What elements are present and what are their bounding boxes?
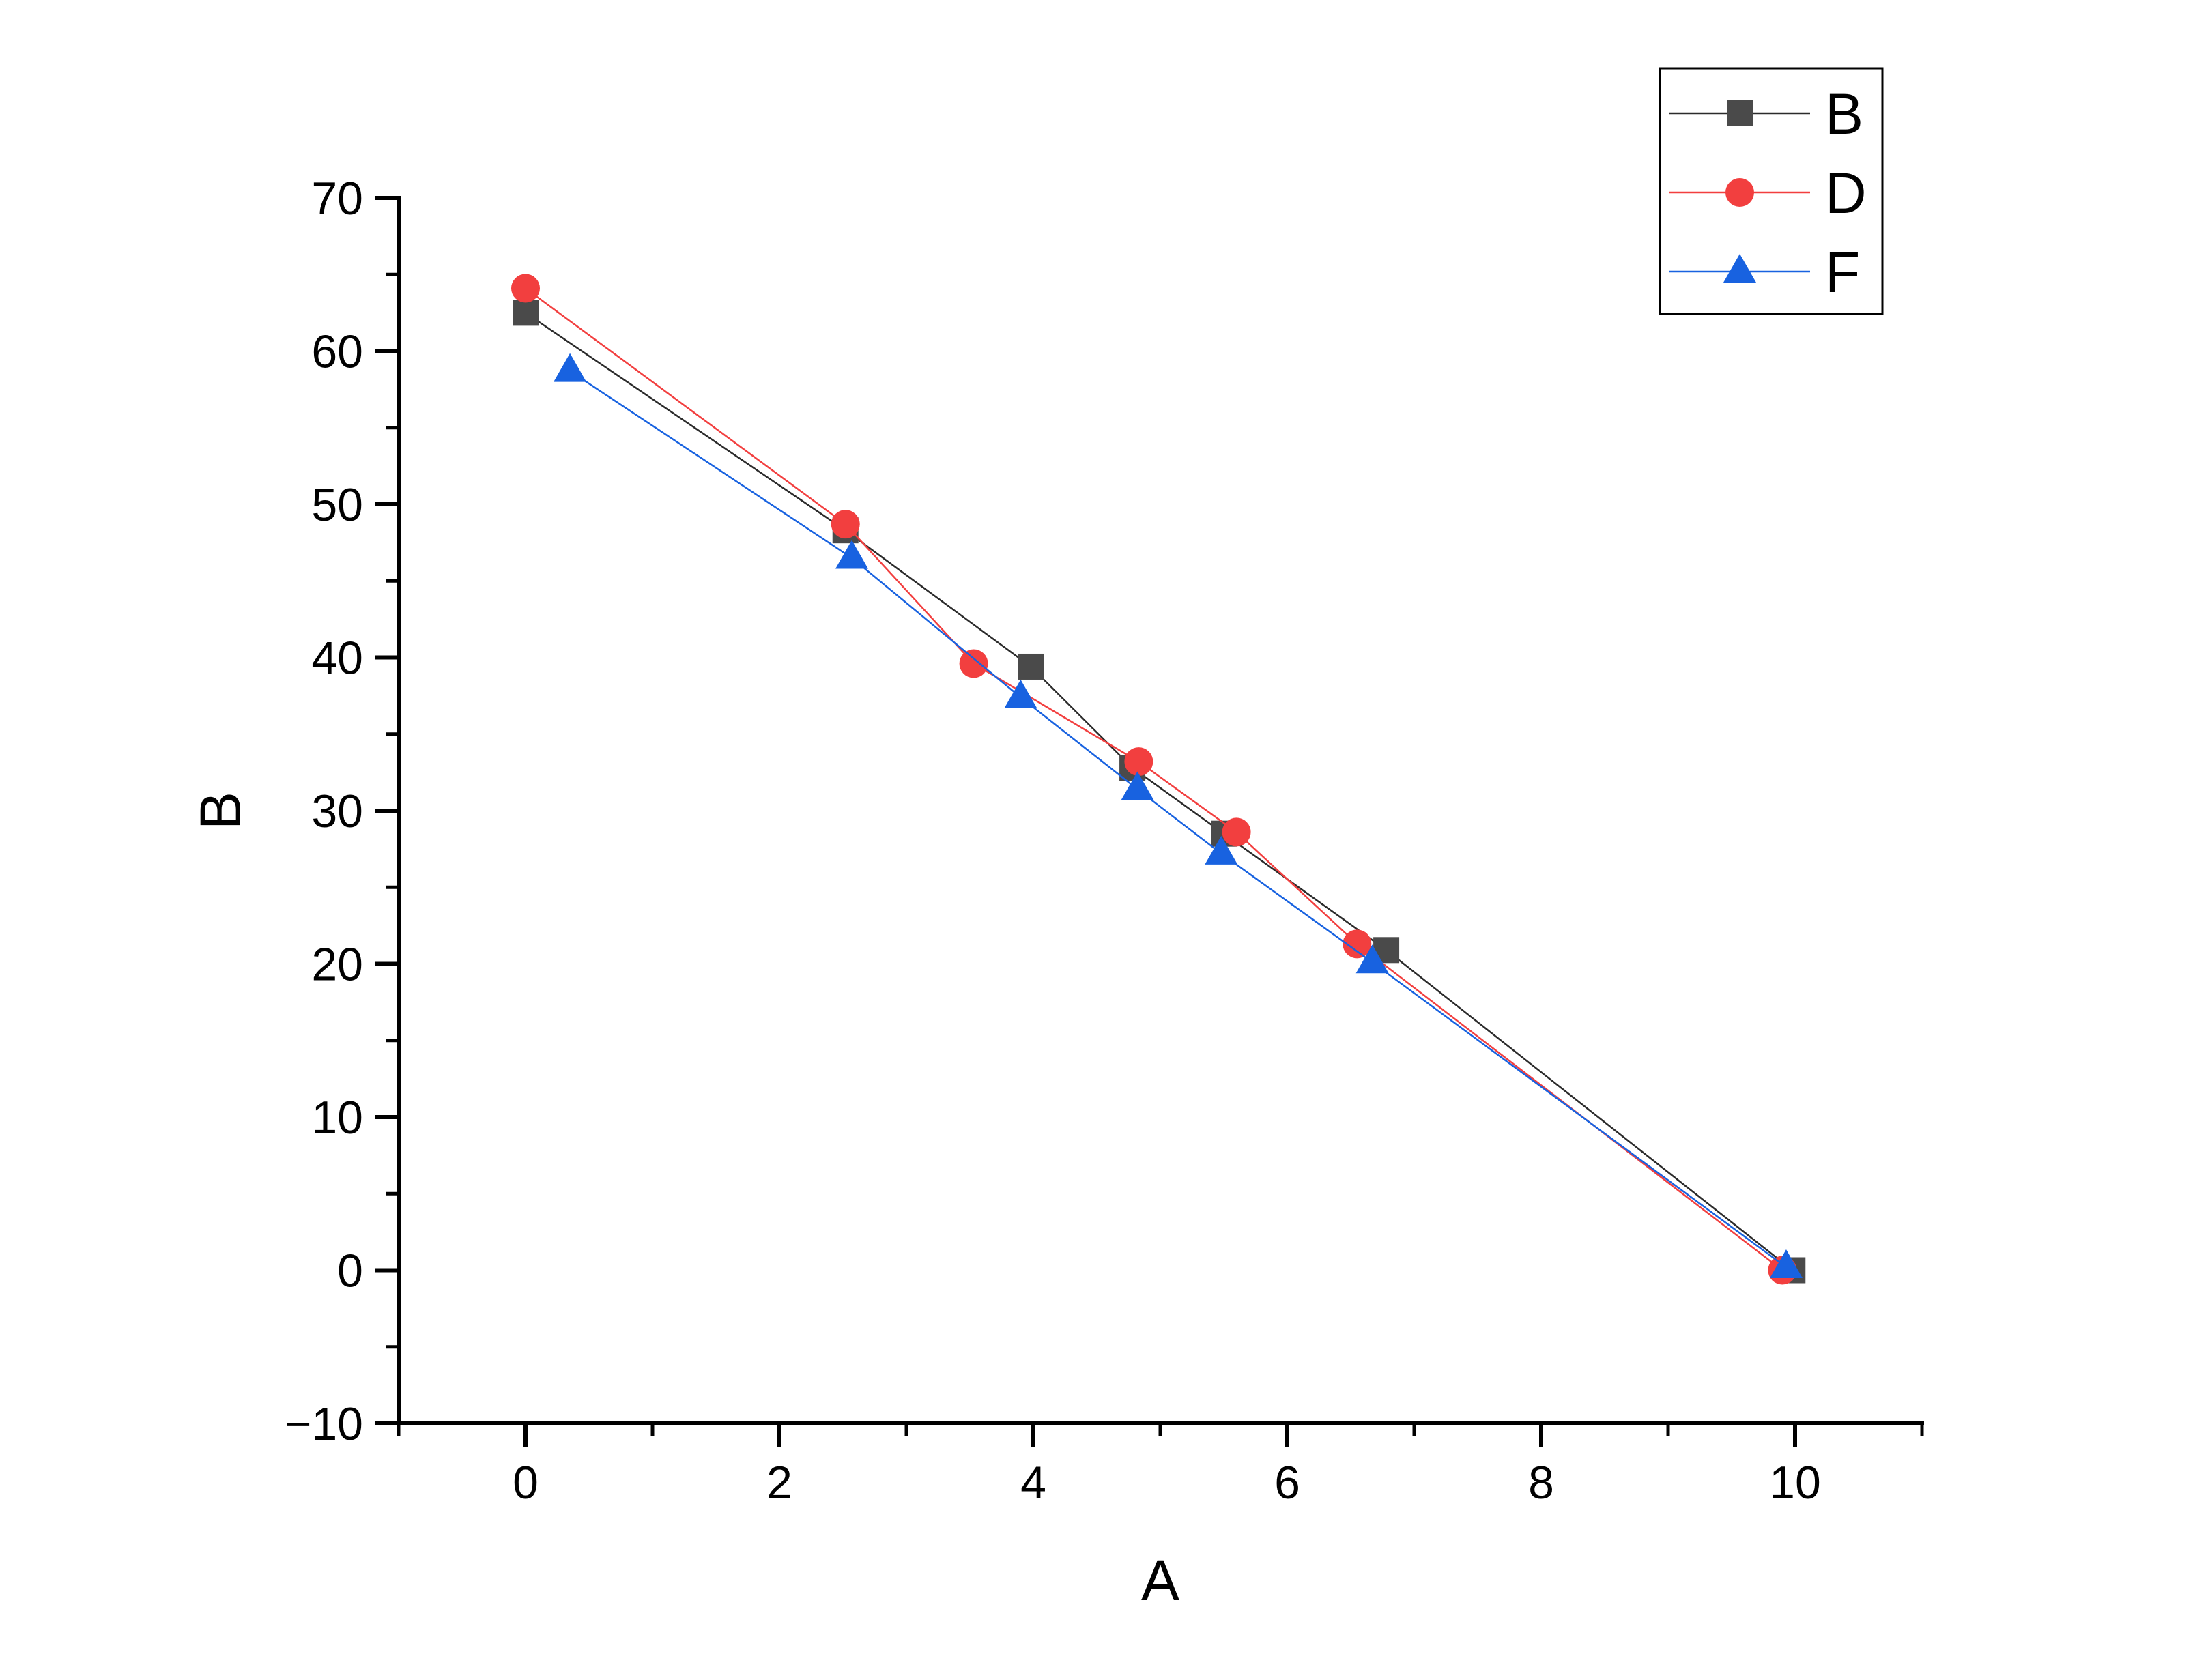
axes: −10 0 10 20 30 40 50 60 70 0 2 4 6 8 10 [285, 173, 1924, 1509]
triangle-point [1769, 1249, 1803, 1278]
x-tick-label: 6 [1274, 1457, 1300, 1509]
series-line-b [525, 312, 1794, 1271]
legend-square-marker [1727, 100, 1753, 126]
y-tick-label: 10 [311, 1092, 363, 1144]
circle-point [831, 510, 860, 539]
x-axis-ticks: 0 2 4 6 8 10 [397, 1423, 1924, 1509]
y-axis-title: B [188, 792, 253, 830]
series-b [513, 300, 1806, 1284]
series-line-f [569, 370, 1787, 1269]
series-line-d [525, 287, 1783, 1271]
legend-item-b: B [1669, 82, 1863, 146]
legend: BDF [1659, 67, 1884, 315]
y-tick-label: 30 [311, 785, 363, 837]
circle-point [1124, 747, 1153, 777]
series-f [554, 353, 1803, 1278]
triangle-point [1355, 944, 1389, 974]
series-layer [511, 274, 1806, 1285]
legend-box [1659, 67, 1884, 315]
square-point [1018, 653, 1044, 680]
legend-label: F [1825, 240, 1860, 304]
y-tick-label: 0 [337, 1245, 363, 1297]
circle-point [511, 274, 540, 303]
triangle-point [835, 540, 869, 569]
y-tick-label: 20 [311, 939, 363, 991]
x-tick-label: 0 [513, 1457, 539, 1509]
square-point [513, 300, 539, 326]
legend-item-f: F [1669, 240, 1860, 304]
y-axis-ticks: −10 0 10 20 30 40 50 60 70 [285, 173, 399, 1450]
y-tick-label: 70 [311, 173, 363, 225]
legend-circle-marker [1725, 178, 1754, 207]
triangle-point [1205, 835, 1238, 865]
circle-point [1343, 929, 1372, 959]
x-tick-label: 4 [1020, 1457, 1046, 1509]
triangle-point [1121, 771, 1154, 800]
x-tick-label: 8 [1528, 1457, 1554, 1509]
legend-label: B [1825, 82, 1863, 146]
x-tick-label: 10 [1769, 1457, 1821, 1509]
y-tick-label: −10 [285, 1398, 363, 1450]
x-axis-title: A [1141, 1548, 1179, 1612]
y-tick-label: 50 [311, 479, 363, 531]
legend-label: D [1825, 161, 1867, 225]
circle-point [959, 649, 988, 678]
y-tick-label: 40 [311, 633, 363, 684]
circle-point [1222, 817, 1251, 847]
x-tick-label: 2 [766, 1457, 792, 1509]
legend-item-d: D [1669, 161, 1867, 225]
y-tick-label: 60 [311, 326, 363, 378]
triangle-point [554, 353, 587, 382]
legend-triangle-marker [1723, 253, 1756, 283]
triangle-point [1004, 679, 1037, 708]
